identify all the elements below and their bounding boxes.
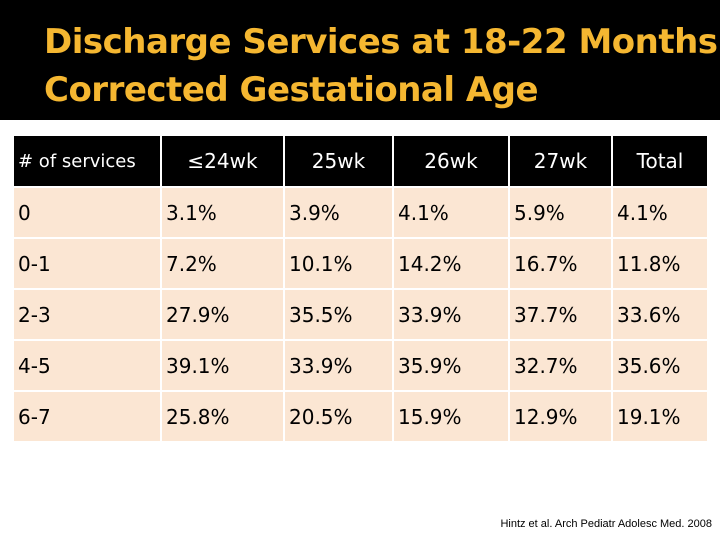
services-table: # of services ≤24wk 25wk 26wk 27wk Total… — [12, 134, 709, 443]
table-cell: 27.9% — [162, 290, 283, 339]
table-cell: 4.1% — [394, 188, 508, 237]
row-label: 2-3 — [14, 290, 160, 339]
table-cell: 3.9% — [285, 188, 392, 237]
table-cell: 37.7% — [510, 290, 611, 339]
table-cell: 20.5% — [285, 392, 392, 441]
table-cell: 19.1% — [613, 392, 707, 441]
table-cell: 35.6% — [613, 341, 707, 390]
row-label: 6-7 — [14, 392, 160, 441]
table-cell: 3.1% — [162, 188, 283, 237]
slide-title-line-1: Discharge Services at 18-22 Months — [44, 22, 718, 62]
row-label: 0 — [14, 188, 160, 237]
header-services: # of services — [14, 136, 160, 186]
slide-title-line-2: Corrected Gestational Age — [44, 70, 539, 110]
table-cell: 33.9% — [394, 290, 508, 339]
header-26wk: 26wk — [394, 136, 508, 186]
table-cell: 7.2% — [162, 239, 283, 288]
header-27wk: 27wk — [510, 136, 611, 186]
table-cell: 33.9% — [285, 341, 392, 390]
table-row: 6-7 25.8% 20.5% 15.9% 12.9% 19.1% — [14, 392, 707, 441]
table-cell: 16.7% — [510, 239, 611, 288]
table-cell: 35.5% — [285, 290, 392, 339]
table-row: 4-5 39.1% 33.9% 35.9% 32.7% 35.6% — [14, 341, 707, 390]
table-cell: 5.9% — [510, 188, 611, 237]
table-row: 2-3 27.9% 35.5% 33.9% 37.7% 33.6% — [14, 290, 707, 339]
table-cell: 25.8% — [162, 392, 283, 441]
row-label: 0-1 — [14, 239, 160, 288]
slide-title: Discharge Services at 18-22 Months Corre… — [44, 18, 718, 114]
table-cell: 14.2% — [394, 239, 508, 288]
table-row: 0 3.1% 3.9% 4.1% 5.9% 4.1% — [14, 188, 707, 237]
title-bar — [0, 0, 720, 120]
row-label: 4-5 — [14, 341, 160, 390]
table-cell: 15.9% — [394, 392, 508, 441]
table-row: 0-1 7.2% 10.1% 14.2% 16.7% 11.8% — [14, 239, 707, 288]
table-cell: 32.7% — [510, 341, 611, 390]
table-header-row: # of services ≤24wk 25wk 26wk 27wk Total — [14, 136, 707, 186]
header-total: Total — [613, 136, 707, 186]
table-cell: 10.1% — [285, 239, 392, 288]
citation: Hintz et al. Arch Pediatr Adolesc Med. 2… — [500, 518, 712, 530]
table-cell: 11.8% — [613, 239, 707, 288]
header-25wk: 25wk — [285, 136, 392, 186]
table-cell: 4.1% — [613, 188, 707, 237]
table-cell: 12.9% — [510, 392, 611, 441]
table-cell: 35.9% — [394, 341, 508, 390]
header-24wk: ≤24wk — [162, 136, 283, 186]
table-cell: 39.1% — [162, 341, 283, 390]
table-cell: 33.6% — [613, 290, 707, 339]
